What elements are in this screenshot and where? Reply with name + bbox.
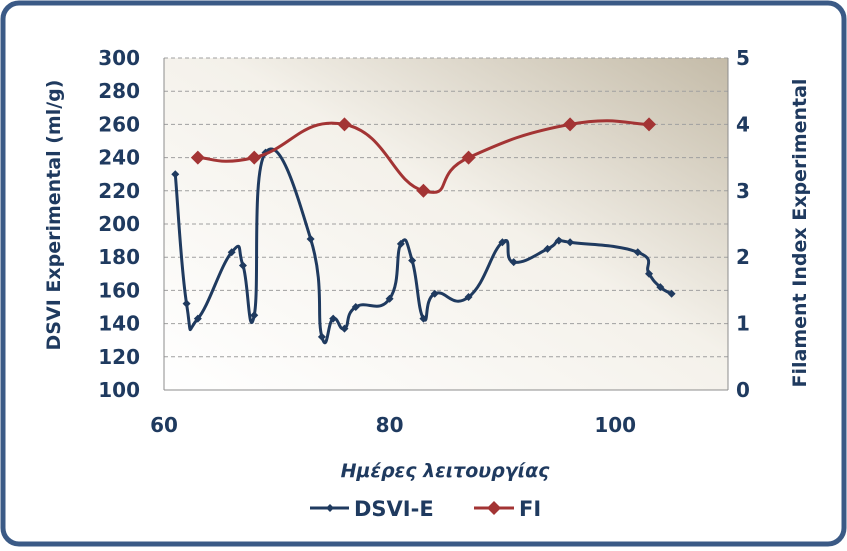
data-point bbox=[340, 324, 349, 333]
data-point bbox=[182, 299, 191, 308]
data-point bbox=[306, 234, 315, 243]
data-point bbox=[193, 314, 202, 323]
data-point bbox=[416, 183, 431, 198]
data-point bbox=[543, 244, 552, 253]
y2-axis-title: Filament Index Experimental bbox=[789, 79, 811, 388]
y2-tick-label: 3 bbox=[736, 179, 750, 203]
legend: DSVI-E FI bbox=[310, 497, 541, 521]
data-point bbox=[464, 293, 473, 302]
data-point bbox=[642, 117, 657, 132]
y2-tick-label: 4 bbox=[736, 112, 750, 136]
data-point bbox=[667, 289, 676, 298]
data-point bbox=[645, 269, 654, 278]
data-point bbox=[396, 239, 405, 248]
data-point bbox=[430, 289, 439, 298]
y-tick-label: 260 bbox=[98, 112, 140, 136]
legend-marker-dsvi bbox=[326, 504, 334, 512]
series-dsvi-e bbox=[171, 147, 676, 345]
data-point bbox=[408, 256, 417, 265]
y-tick-label: 300 bbox=[98, 46, 140, 70]
tick-labels: 100 120 140 160 180 200 220 240 260 280 300 0 1 2 3 4 5 6… bbox=[98, 46, 750, 437]
y2-tick-label: 1 bbox=[736, 312, 750, 336]
data-point bbox=[461, 150, 476, 165]
y-tick-label: 180 bbox=[98, 245, 140, 269]
y-tick-label: 220 bbox=[98, 179, 140, 203]
y-tick-label: 280 bbox=[98, 79, 140, 103]
data-point bbox=[247, 150, 262, 165]
y-tick-label: 160 bbox=[98, 278, 140, 302]
y-tick-label: 100 bbox=[98, 378, 140, 402]
data-point bbox=[227, 248, 236, 257]
legend-label-dsvi: DSVI-E bbox=[354, 497, 434, 521]
data-point bbox=[498, 238, 507, 247]
x-tick-label: 100 bbox=[594, 413, 636, 437]
series-layer bbox=[171, 117, 676, 345]
data-point bbox=[563, 117, 578, 132]
data-point bbox=[351, 303, 360, 311]
data-point bbox=[329, 314, 338, 323]
legend-label-fi: FI bbox=[519, 497, 541, 521]
x-tick-label: 60 bbox=[150, 413, 178, 437]
data-point bbox=[554, 236, 563, 245]
data-point bbox=[385, 294, 394, 303]
axes bbox=[163, 58, 729, 391]
data-point bbox=[566, 238, 575, 247]
data-point bbox=[317, 332, 326, 341]
y2-tick-label: 2 bbox=[736, 245, 750, 269]
data-point bbox=[250, 311, 259, 320]
data-point bbox=[171, 170, 180, 179]
y-axis-title: DSVI Experimental (ml/g) bbox=[43, 80, 65, 351]
y-tick-label: 140 bbox=[98, 312, 140, 336]
y-tick-label: 240 bbox=[98, 146, 140, 170]
data-point bbox=[419, 314, 428, 323]
x-tick-label: 80 bbox=[376, 413, 404, 437]
data-point bbox=[509, 258, 518, 267]
data-point bbox=[238, 261, 247, 270]
legend-marker-fi bbox=[487, 501, 501, 515]
data-point bbox=[337, 117, 352, 132]
y2-tick-label: 0 bbox=[736, 378, 750, 402]
data-point bbox=[656, 283, 665, 292]
data-point bbox=[633, 248, 642, 257]
y-tick-label: 120 bbox=[98, 345, 140, 369]
series-fi bbox=[190, 117, 657, 198]
x-axis-title: Ημέρες λειτουργίας bbox=[341, 460, 551, 482]
y-tick-label: 200 bbox=[98, 212, 140, 236]
data-point bbox=[190, 150, 205, 165]
y2-tick-label: 5 bbox=[736, 46, 750, 70]
